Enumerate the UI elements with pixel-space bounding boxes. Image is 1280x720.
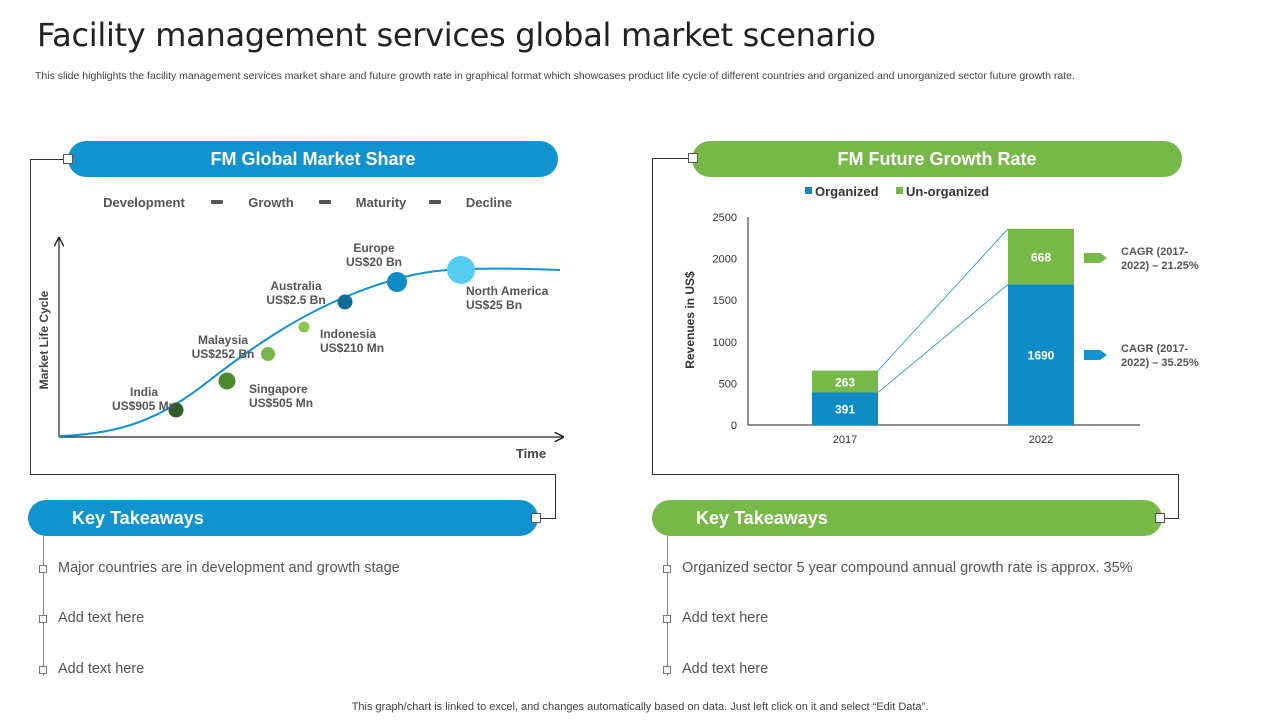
life-cycle-point	[219, 373, 236, 390]
life-cycle-point-value: US$252 Bn	[192, 347, 255, 361]
y-tick-label: 1500	[713, 295, 737, 307]
cagr-label-line2: 2022) – 21.25%	[1121, 260, 1199, 272]
takeaway-bullet-node	[663, 565, 671, 573]
stage-label: Development	[103, 195, 185, 210]
market-share-heading: FM Global Market Share	[68, 141, 558, 177]
y-tick-label: 2000	[713, 254, 737, 266]
stage-separator	[319, 200, 331, 204]
life-cycle-point-name: Australia	[270, 279, 322, 293]
stage-label: Maturity	[356, 195, 407, 210]
life-cycle-point-value: US$20 Bn	[346, 255, 402, 269]
life-cycle-chart: Development Growth Maturity Decline Market …	[0, 180, 560, 480]
y-tick-label: 500	[719, 378, 737, 390]
takeaway-bullet-node	[39, 565, 47, 573]
left-takeaways-line	[43, 536, 44, 676]
takeaway-item: Add text here	[682, 610, 768, 626]
cagr-arrow-icon	[1084, 253, 1107, 263]
legend-label: Organized	[815, 184, 879, 199]
takeaway-item: Add text here	[58, 610, 144, 626]
right-takeaways-heading: Key Takeaways	[652, 500, 1162, 536]
legend-swatch	[805, 187, 812, 194]
life-cycle-point-name: North America	[466, 284, 549, 298]
y-tick-label: 2500	[713, 212, 737, 224]
life-cycle-point-name: Malaysia	[198, 333, 248, 347]
left-takeaways-connector-node	[531, 513, 541, 523]
stage-label: Decline	[466, 195, 512, 210]
stage-separator	[429, 200, 441, 204]
life-cycle-point-name: Indonesia	[320, 327, 376, 341]
life-cycle-point	[299, 322, 310, 333]
page-title: Facility management services global mark…	[37, 16, 876, 54]
growth-bar-chart: Organized Un-organized Revenues in US$ 0 5…	[660, 175, 1260, 465]
life-cycle-point-name: Europe	[353, 241, 395, 255]
right-frame-right	[1178, 474, 1179, 519]
footer-note: This graph/chart is linked to excel, and…	[0, 701, 1280, 713]
bar-y-axis-label: Revenues in US$	[683, 271, 697, 369]
left-takeaways-heading: Key Takeaways	[28, 500, 538, 536]
growth-connector-line	[878, 284, 1008, 392]
life-cycle-point-name: India	[130, 385, 158, 399]
life-cycle-y-label: Market Life Cycle	[37, 290, 51, 389]
cagr-arrow-icon	[1084, 350, 1107, 360]
life-cycle-point-value: US$505 Mn	[249, 396, 313, 410]
life-cycle-point	[261, 347, 275, 361]
bar-value-label: 391	[835, 403, 855, 417]
life-cycle-x-label: Time	[516, 446, 546, 461]
y-tick-label: 1000	[713, 337, 737, 349]
life-cycle-point-value: US$25 Bn	[466, 298, 522, 312]
life-cycle-point	[387, 272, 407, 292]
stage-separator	[211, 200, 223, 204]
cagr-label-line1: CAGR (2017-	[1121, 246, 1189, 258]
right-frame-top	[652, 158, 692, 159]
life-cycle-point	[338, 295, 353, 310]
growth-connector-line	[878, 229, 1008, 371]
x-tick-label: 2017	[833, 434, 857, 446]
life-cycle-point	[447, 256, 475, 284]
cagr-label-line2: 2022) – 35.25%	[1121, 357, 1199, 369]
stage-label: Growth	[248, 195, 294, 210]
life-cycle-point-value: US$905 Mn	[112, 399, 176, 413]
bar-value-label: 263	[835, 376, 855, 390]
left-frame-link	[540, 518, 556, 519]
left-frame-right	[555, 474, 556, 519]
growth-rate-heading: FM Future Growth Rate	[692, 141, 1182, 177]
right-frame-bottom	[652, 474, 1179, 475]
takeaway-bullet-node	[39, 615, 47, 623]
takeaway-bullet-node	[39, 666, 47, 674]
x-tick-label: 2022	[1029, 434, 1053, 446]
right-takeaways-connector-node	[1155, 513, 1165, 523]
life-cycle-point-name: Singapore	[249, 382, 308, 396]
takeaway-bullet-node	[663, 615, 671, 623]
takeaway-item: Add text here	[58, 661, 144, 677]
right-frame-link	[1163, 518, 1179, 519]
takeaway-item: Organized sector 5 year compound annual …	[682, 560, 1133, 576]
right-frame-left	[652, 158, 653, 475]
takeaway-item: Major countries are in development and g…	[58, 560, 400, 576]
legend-swatch	[896, 187, 903, 194]
growth-rate-connector-node	[688, 153, 698, 163]
life-cycle-point-value: US$210 Mn	[320, 341, 384, 355]
y-tick-label: 0	[731, 420, 737, 432]
page-subtitle: This slide highlights the facility manag…	[35, 70, 1075, 82]
right-takeaways-line	[667, 536, 668, 676]
takeaway-item: Add text here	[682, 661, 768, 677]
bar-value-label: 668	[1031, 251, 1051, 265]
market-share-connector-node	[63, 154, 73, 164]
takeaway-bullet-node	[663, 666, 671, 674]
life-cycle-point-value: US$2.5 Bn	[266, 293, 325, 307]
bar-value-label: 1690	[1028, 349, 1055, 363]
legend-label: Un-organized	[906, 184, 989, 199]
cagr-label-line1: CAGR (2017-	[1121, 343, 1189, 355]
